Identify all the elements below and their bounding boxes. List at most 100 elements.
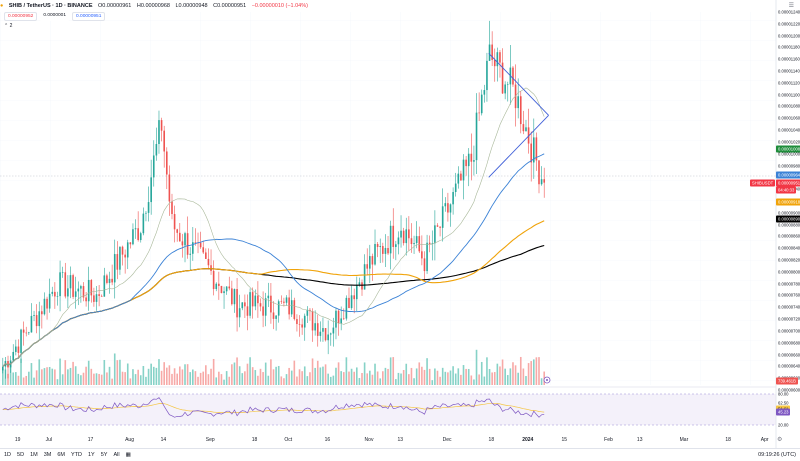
volume-bar xyxy=(124,372,126,385)
price-tick: 0.00000600 xyxy=(778,387,800,393)
volume-bar xyxy=(12,372,15,385)
price-tick: 0.00000680 xyxy=(778,340,800,346)
candle-body xyxy=(25,332,28,334)
candle-body xyxy=(168,174,171,202)
volume-bar xyxy=(113,353,116,385)
chart-header: ● SHIB / TetherUS · 1D · BINANCE O0.0000… xyxy=(0,0,780,12)
candle-body xyxy=(257,295,259,304)
volume-bar xyxy=(290,370,293,385)
candle-body xyxy=(478,112,480,114)
volume-bar xyxy=(38,359,41,385)
volume-bar xyxy=(488,369,491,385)
gear-icon[interactable]: ⚙ xyxy=(777,437,783,443)
sell-button[interactable]: 0.00000952 xyxy=(4,12,38,21)
moving-averages xyxy=(2,87,545,367)
candle-body xyxy=(415,236,418,244)
candle-body xyxy=(382,246,384,254)
volume-bar xyxy=(540,378,543,385)
timeframe-1y[interactable]: 1Y xyxy=(87,452,95,458)
volume-bar xyxy=(244,371,246,385)
rsi-tick: 20.00 xyxy=(778,422,789,428)
volume-bar xyxy=(324,364,327,385)
volume-bar xyxy=(285,374,288,385)
candle-body xyxy=(2,366,4,371)
timeframe-1m[interactable]: 1M xyxy=(30,452,38,458)
price-axis[interactable]: 0.00001240 0.00001220 0.00001200 0.00001180… xyxy=(750,0,800,448)
candle-body xyxy=(134,228,137,230)
volume-bar xyxy=(241,373,244,385)
candle-body xyxy=(275,315,277,319)
volume-bar xyxy=(374,363,376,385)
timeframe-6m[interactable]: 6M xyxy=(57,452,65,458)
volume-bar xyxy=(332,375,335,385)
candle-body xyxy=(532,137,535,163)
spread-value: 0.0000001 xyxy=(40,12,70,21)
volume-bar xyxy=(335,367,337,385)
price-tick: 0.00000900 xyxy=(778,210,800,216)
candle-body xyxy=(480,94,483,114)
candle-body xyxy=(348,297,350,309)
volume-bar xyxy=(397,372,400,385)
calendar-icon[interactable]: ▦ xyxy=(125,452,131,458)
volume-bar xyxy=(218,371,220,385)
volume-bar xyxy=(439,376,441,385)
candle-body xyxy=(160,120,163,131)
volume-bar xyxy=(348,371,350,385)
volume-bar xyxy=(67,369,69,385)
price-tick: 0.00000700 xyxy=(778,328,800,334)
candle-body xyxy=(376,243,379,247)
last-price-tag: 0.00000951 xyxy=(776,179,800,187)
timeframe-1d[interactable]: 1D xyxy=(4,452,12,458)
timeframe-5d[interactable]: 5D xyxy=(17,452,25,458)
candle-body xyxy=(332,327,335,334)
volume-bar xyxy=(139,375,142,385)
candle-body xyxy=(366,264,369,269)
volume-bar xyxy=(272,369,275,385)
candle-body xyxy=(402,230,405,244)
timeframe-all[interactable]: All xyxy=(113,452,120,458)
timeframe-5y[interactable]: 5Y xyxy=(100,452,108,458)
volume-bar xyxy=(160,370,163,385)
buy-button[interactable]: 0.00000951 xyxy=(72,12,106,21)
price-tick: 0.00001220 xyxy=(778,21,800,27)
candle-body xyxy=(48,293,51,309)
volume-bar xyxy=(436,370,439,385)
candle-body xyxy=(413,243,415,245)
timeframe-buttons: 1D 5D 1M 3M 6M YTD 1Y 5Y All ▦ xyxy=(4,449,131,461)
candle-body xyxy=(283,301,285,303)
candle-body xyxy=(277,301,280,316)
timeframe-ytd[interactable]: YTD xyxy=(70,452,82,458)
time-tick: 16 xyxy=(324,437,331,443)
timeframe-3m[interactable]: 3M xyxy=(43,452,52,458)
volume-bar xyxy=(538,357,540,385)
volume-bar xyxy=(447,372,449,385)
candle-body xyxy=(17,346,20,353)
volume-bar xyxy=(405,363,408,385)
volume-bar xyxy=(421,366,423,385)
volume-bar xyxy=(254,370,257,385)
open-value: O0.00000961 xyxy=(98,3,132,9)
candle-body xyxy=(173,214,176,230)
volume-bar xyxy=(454,373,457,385)
volume-bar xyxy=(28,371,30,385)
volume-bar xyxy=(428,368,431,385)
volume-bar xyxy=(257,375,259,385)
candle-body xyxy=(251,292,254,307)
candle-body xyxy=(296,319,298,325)
candle-body xyxy=(280,301,283,302)
chart-settings-icon[interactable]: ☰ xyxy=(788,3,794,9)
symbol-title[interactable]: SHIB / TetherUS · 1D · BINANCE xyxy=(8,3,93,9)
indicator-collapse-button[interactable]: ⌃ 2 xyxy=(4,23,13,29)
candle-body xyxy=(457,173,460,184)
volume-bar xyxy=(85,366,87,385)
volume-bar xyxy=(212,358,215,385)
clock[interactable]: 09:19:26 (UTC) xyxy=(758,452,796,458)
coin-icon: ● xyxy=(0,3,4,9)
volume-bar xyxy=(460,374,462,385)
volume-bar xyxy=(90,368,93,385)
candle-body xyxy=(530,143,532,163)
countdown-tag: 04:40:33 xyxy=(776,186,797,194)
volume-bar xyxy=(87,360,90,385)
candle-body xyxy=(33,315,35,316)
